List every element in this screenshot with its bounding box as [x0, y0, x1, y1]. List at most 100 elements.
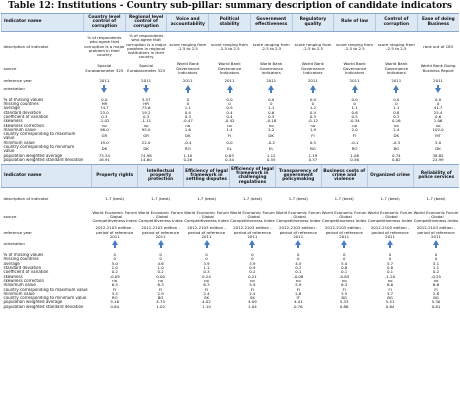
stat-label: skewness correction [3, 123, 45, 128]
reference-year-row-cell: 2012-2103 edition - period of reference … [370, 226, 410, 239]
stat-label: % of missing values [3, 97, 44, 102]
stat-value: 6.6 [386, 283, 394, 288]
arrow-up-icon [249, 240, 256, 249]
source-row: source World Economic Forum - Global Comp… [2, 208, 460, 226]
description-row-cell: score ranging from -2.5 to 2.5 [294, 41, 332, 51]
stat-value: 0.3 [101, 114, 108, 119]
stat-value: 0.9 [249, 266, 256, 271]
stat-value: 0 [342, 253, 346, 258]
stat-value: HR [143, 102, 149, 107]
stat-value: 0 [342, 257, 346, 262]
stat-value: 1.9 [309, 127, 316, 132]
reference-year-row-cell: 2011 [433, 77, 444, 83]
stat-value: 6.3 [203, 283, 210, 288]
arrow-up-icon [295, 240, 302, 249]
stat-value: 0 [159, 257, 162, 262]
stat-label: % of missing values [3, 253, 44, 258]
stat-value: 0 [297, 253, 300, 258]
stat-value: 0.63 [225, 153, 234, 158]
stat-value: 0.26 [183, 157, 193, 162]
stat-value: 5.9 [249, 283, 256, 288]
stat-row: coefficient of variation 0.2 0.2 0.3 0.2 0.1 0… [2, 270, 460, 274]
source-row-cell: World Bank Governance Indicators [176, 61, 200, 75]
orientation-cell [229, 239, 275, 249]
stat-value: -0.47 [182, 119, 193, 124]
reference-year-row-cell: 2012-2103 edition - period of reference … [279, 226, 318, 239]
stat-value: 19.2 [141, 110, 151, 115]
stat-row: average 74.7 73.6 1.1 0.9 1.1 1.2 1.1 1.1 41.7 [2, 106, 460, 110]
stat-value: no [185, 123, 191, 128]
description-row: description of indicator % of respondents… [2, 34, 460, 60]
stat-value: 1.1 [393, 106, 400, 111]
stat-value: 0.74 [391, 153, 401, 158]
stat-value: -0.83 [339, 274, 350, 279]
stat-value: 16.91 [98, 157, 110, 162]
orientation-cell [125, 84, 167, 94]
orientation-cell [138, 239, 184, 249]
stat-value: -0.42 [224, 119, 235, 124]
stat-value: BG [387, 296, 393, 301]
arrow-up-icon [351, 84, 358, 93]
stat-value: 102.0 [432, 127, 444, 132]
indicator-header: Country level control of corruption [83, 13, 126, 32]
stat-value: 0.0 [101, 97, 108, 102]
stat-value: 0.2 [111, 270, 118, 275]
stat-value: no [387, 278, 393, 283]
indicator-header: Regulatory quality [291, 13, 334, 32]
orientation-cell [417, 84, 459, 94]
stat-value: 4.75 [156, 300, 165, 305]
source-row-cell: World Bank Governance Indicators [259, 61, 283, 75]
arrow-up-icon [341, 240, 348, 249]
stat-value: FI [352, 133, 357, 139]
arrow-up-icon [393, 84, 400, 93]
stat-value: FI [388, 287, 392, 292]
stat-value: GR [143, 133, 149, 139]
stat-value: 0.2 [249, 270, 256, 275]
stat-row: average 5.0 4.6 3.9 3.9 4.5 5.4 5.7 5.1 [2, 262, 460, 266]
stat-row: skewness -1.02 -1.11 -0.47 -0.42 -0.18 -0.12 -0… [2, 119, 460, 123]
stat-value: BG [157, 296, 164, 301]
stat-value: no [393, 123, 399, 128]
stat-value: MT [435, 133, 441, 139]
description-row-cell: 1-7 (best) [288, 196, 308, 202]
arrow-up-icon [268, 84, 275, 93]
stat-value: 1.0 [111, 266, 118, 271]
stat-value: 4.6 [157, 261, 164, 266]
stat-value: 5.33 [339, 300, 349, 305]
stat-value: 0 [436, 102, 440, 107]
stat-value: no [268, 123, 274, 128]
stat-value: 74.98 [140, 153, 152, 158]
description-row-cell: score ranging from -2.5 to 2.5 [377, 41, 415, 51]
stat-value: 0.84 [110, 304, 120, 309]
stat-value: 0 [353, 102, 356, 107]
stat-value: 1.10 [183, 153, 193, 158]
stat-value: DK [268, 133, 274, 139]
stat-value: 19.0 [100, 140, 109, 145]
stat-value: 3.7 [386, 291, 394, 296]
stat-row: population weighted standard deviation 16… [2, 158, 460, 162]
stat-label: missing countries [3, 257, 39, 262]
reference-year-row-cell: 2012-2103 edition - period of reference … [324, 226, 364, 239]
stat-value: 0 [186, 102, 190, 107]
stat-row: missing countries HR HR 0 0 0 0 0 0 0 [2, 102, 460, 106]
orientation-cell [321, 239, 367, 249]
stat-value: -0.12 [307, 119, 318, 124]
stat-value: 0.0 [268, 97, 275, 102]
stat-value: 0.0 [351, 97, 358, 102]
stat-value: 0.0 [309, 97, 316, 102]
stat-value: 0.8 [341, 266, 348, 271]
stat-row: skewness -0.09 0.00 0.24 0.21 -0.08 -0.83 -1.20… [2, 275, 460, 279]
stat-value: 0.3 [143, 114, 150, 119]
stat-row: standard deviation 23.0 19.2 0.4 0.4 0.6 0.4 0.… [2, 111, 460, 115]
source-row-cell: World Economic Forum - Global Competitiv… [230, 209, 275, 224]
arrow-down-icon [143, 84, 150, 93]
stat-value: 73.34 [98, 153, 110, 158]
indicator-header: Government effectiveness [249, 13, 293, 32]
stat-value: 1.08 [350, 153, 359, 158]
reference-year-row: reference year 2011 2011 2011 2011 2011 2011 20… [2, 78, 460, 84]
stat-value: 1.0 [157, 266, 164, 271]
row-label: description of indicator [3, 43, 49, 49]
stat-value: 0.4 [226, 114, 233, 119]
stat-value: 0.55 [266, 157, 276, 162]
stat-value: 0 [269, 102, 273, 107]
